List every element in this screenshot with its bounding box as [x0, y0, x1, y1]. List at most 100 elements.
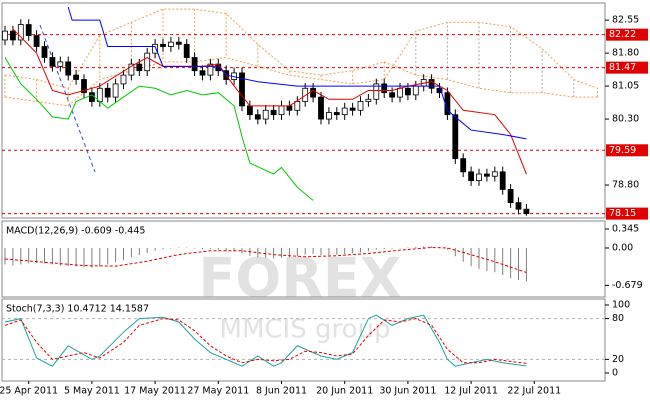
candle-body	[9, 30, 16, 41]
candle-body	[33, 35, 40, 47]
x-tick-label: 20 Jun 2011	[316, 386, 373, 397]
candle-body	[65, 61, 72, 76]
macd-bar	[44, 247, 45, 264]
macd-bar	[123, 247, 124, 261]
candle-body	[120, 74, 127, 85]
cloud-span	[4, 8, 598, 98]
macd-bar	[28, 247, 30, 264]
macd-bar	[67, 247, 69, 267]
macd-bar	[478, 247, 480, 269]
candle-body	[144, 52, 151, 72]
y-tick-label: 80.30	[612, 114, 639, 125]
macd-bar	[470, 247, 472, 267]
macd-bar	[423, 246, 425, 248]
candle-body	[41, 46, 48, 58]
candle-body	[389, 92, 396, 98]
macd-bar	[146, 247, 148, 253]
macd-bar	[415, 246, 417, 248]
macd-bar	[115, 247, 117, 263]
price-level-box	[606, 144, 648, 157]
price-level-label: 78.15	[609, 208, 636, 219]
candle-body	[254, 114, 261, 120]
candle-body	[246, 105, 253, 116]
candle-body	[25, 24, 32, 36]
macd-bar	[328, 247, 330, 256]
macd-bar	[241, 247, 243, 254]
watermark: FOREX MMCIS group	[199, 247, 402, 345]
candle-body	[381, 83, 388, 94]
panel-title: MACD(12,26,9) -0.609 -0.445	[6, 226, 145, 237]
candle-body	[491, 171, 498, 177]
indicator-line	[4, 57, 314, 201]
candle-body	[397, 87, 403, 98]
macd-bar	[186, 247, 188, 248]
macd-bar	[130, 247, 132, 258]
x-tick-label: 22 Jul 2011	[507, 386, 561, 397]
macd-bar	[265, 247, 267, 258]
y-tick-label: 81.80	[612, 48, 639, 59]
candle-body	[310, 87, 317, 98]
y-tick-label: -0.679	[612, 280, 643, 291]
macd-bar	[304, 247, 306, 255]
macd-bar	[4, 247, 6, 265]
macd-bar	[162, 247, 164, 250]
candle-body	[73, 74, 79, 80]
macd-bar	[20, 247, 22, 265]
macd-bar	[454, 247, 456, 257]
candle-body	[175, 41, 182, 45]
candle-body	[468, 171, 475, 182]
macd-bar	[407, 247, 409, 248]
macd-bar	[99, 247, 101, 267]
macd-bar	[209, 247, 211, 250]
macd-bar	[431, 246, 433, 248]
x-tick-label: 30 Jun 2011	[379, 386, 436, 397]
x-tick-label: 17 May 2011	[124, 386, 186, 397]
macd-bar	[344, 247, 346, 255]
candle-body	[215, 63, 222, 72]
candle-body	[160, 43, 166, 47]
indicator-line	[67, 6, 527, 140]
macd-bar	[296, 247, 298, 257]
candle-body	[104, 87, 111, 98]
macd-bar	[502, 247, 504, 275]
price-level-box	[606, 61, 648, 74]
candle-body	[452, 114, 459, 160]
panel-frame	[1, 220, 606, 298]
indicator-line	[4, 318, 527, 364]
candle-body	[199, 70, 206, 76]
macd-bar	[446, 247, 448, 250]
macd-bar	[375, 247, 377, 250]
macd-bar	[75, 247, 77, 267]
candle-body	[17, 24, 24, 41]
macd-bar	[233, 247, 235, 252]
candle-body	[89, 92, 95, 102]
macd-bar	[462, 247, 464, 262]
candle-body	[436, 87, 443, 94]
candle-body	[515, 202, 522, 210]
macd-bar	[391, 247, 393, 249]
macd-bar	[273, 247, 275, 259]
macd-bar	[194, 247, 196, 249]
indicator-line	[4, 246, 527, 273]
x-tick-label: 27 May 2011	[187, 386, 249, 397]
y-tick-label: 100	[612, 299, 630, 310]
x-tick-label: 25 Apr 2011	[0, 386, 58, 397]
candle-body	[286, 105, 293, 111]
y-tick-label: 80	[612, 313, 624, 324]
y-tick-label: 0.00	[612, 242, 633, 253]
watermark-text: MMCIS group	[220, 315, 391, 345]
price-level-label: 79.59	[609, 145, 636, 156]
candle-body	[302, 87, 309, 102]
y-tick-label: 78.80	[612, 180, 639, 191]
macd-bar	[336, 247, 338, 255]
candle-body	[373, 83, 380, 100]
indicator-line	[4, 314, 527, 367]
macd-bar	[360, 247, 361, 253]
macd-bar	[312, 247, 314, 255]
macd-bar	[383, 247, 385, 250]
cloud-span	[4, 21, 598, 107]
candle-body	[270, 109, 277, 116]
macd-bar	[367, 247, 369, 252]
